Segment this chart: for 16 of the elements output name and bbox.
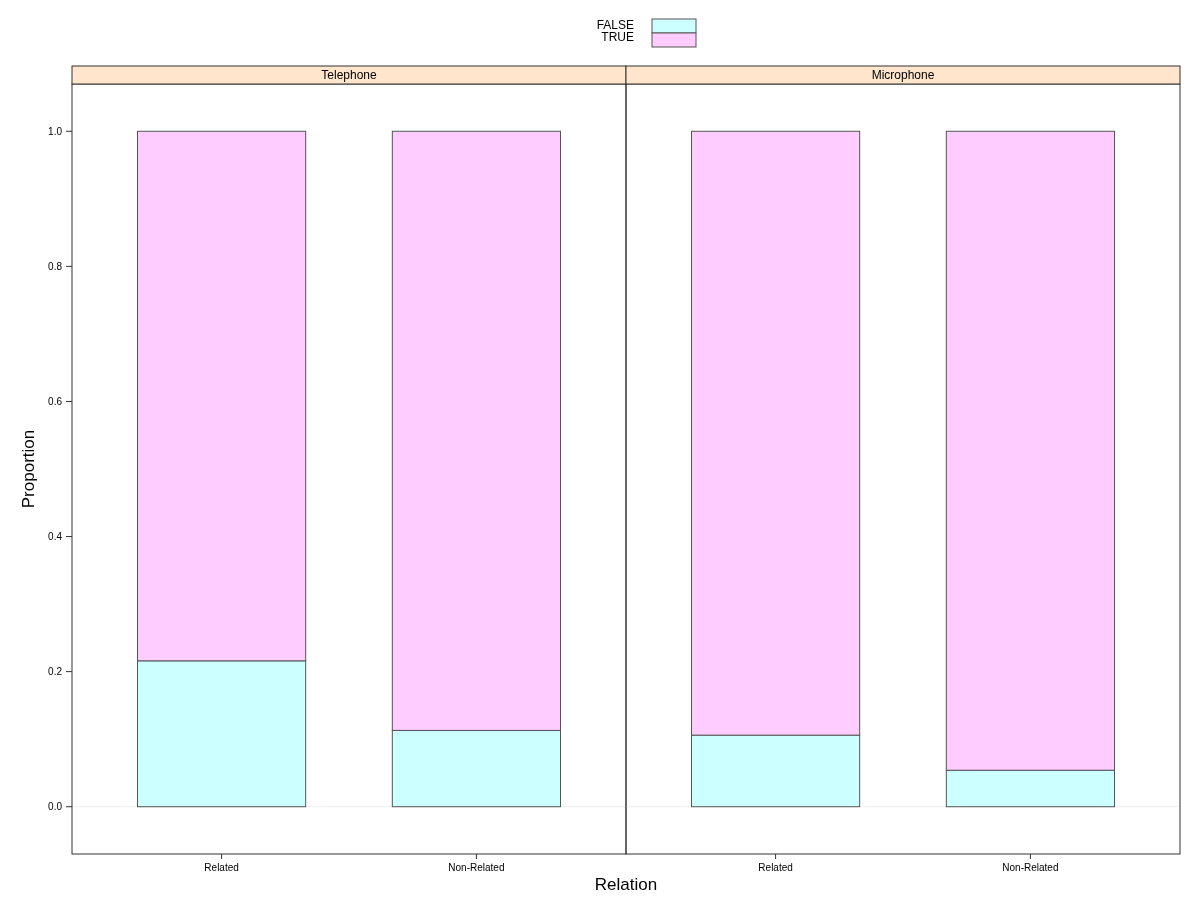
x-axis-title: Relation (594, 875, 658, 894)
x-tick-label: Non-Related (1002, 862, 1059, 873)
x-tick-label: Related (758, 862, 793, 873)
legend-label: FALSE (596, 18, 634, 32)
chart-title: Microphone (871, 68, 935, 82)
y-tick-label: 0.8 (48, 260, 63, 272)
y-axis-title: Proportion (19, 429, 38, 509)
y-tick-label: 1.0 (48, 125, 63, 137)
x-tick-label: Non-Related (448, 862, 505, 873)
y-tick-label: 0.4 (48, 531, 63, 543)
chart-title: Telephone (321, 68, 378, 82)
y-tick-label: 0.6 (48, 395, 63, 407)
legend-label: TRUE (601, 30, 634, 44)
y-tick-label: 0.0 (48, 801, 63, 813)
x-tick-label: Related (204, 862, 239, 873)
y-tick-label: 0.2 (48, 666, 63, 678)
